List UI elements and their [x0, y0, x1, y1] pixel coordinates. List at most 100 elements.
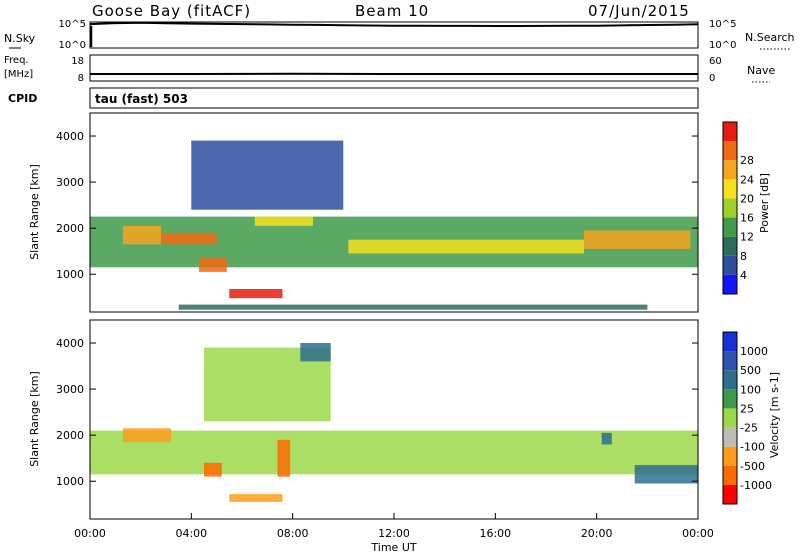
power-ytick-label: 2000	[56, 222, 84, 235]
velocity-colorbar-swatch	[723, 427, 737, 447]
nave-label: Nave	[747, 64, 775, 77]
time-axis: 00:00 04:00 08:00 12:00 16:00 20:00 00:00	[74, 513, 714, 540]
time-tick-label: 00:00	[74, 527, 106, 540]
velocity-ytick-label: 1000	[56, 475, 84, 488]
time-tick-label: 00:00	[682, 527, 714, 540]
power-heatmap	[90, 140, 698, 310]
velocity-colorbar-swatch	[723, 465, 737, 485]
power-region	[178, 304, 648, 310]
power-region	[198, 258, 227, 272]
power-panel-frame	[89, 112, 699, 313]
station-title: Goose Bay (fitACF)	[92, 2, 251, 20]
time-tick-label: 20:00	[581, 527, 613, 540]
power-colorbar-tick: 4	[740, 269, 747, 282]
velocity-ytick-label: 3000	[56, 383, 84, 396]
velocity-region	[229, 494, 283, 502]
time-axis-label: Time UT	[370, 541, 416, 554]
velocity-region	[300, 343, 331, 362]
velocity-ylabel: Slant Range [km]	[28, 371, 41, 467]
nsearch-label: N.Search	[745, 31, 795, 44]
time-tick-label: 12:00	[378, 527, 410, 540]
velocity-colorbar-swatch	[723, 370, 737, 390]
power-colorbar-swatch	[723, 198, 737, 218]
power-region	[229, 289, 283, 299]
time-tick-label: 16:00	[479, 527, 511, 540]
velocity-colorbar-tick: 100	[740, 383, 761, 396]
velocity-region	[90, 430, 698, 475]
power-colorbar-swatch	[723, 122, 737, 142]
nsky-series-line	[89, 21, 699, 27]
freq-unit: [MHz]	[4, 69, 33, 80]
cpid-value: tau (fast) 503	[95, 92, 188, 106]
velocity-colorbar-tick: 1000	[740, 345, 768, 358]
velocity-colorbar-tick: -100	[740, 441, 765, 454]
velocity-region	[277, 439, 291, 477]
power-colorbar-swatch	[723, 160, 737, 180]
power-yticks: 1000 2000 3000 4000	[56, 130, 698, 281]
nsky-panel-frame	[89, 21, 699, 49]
velocity-colorbar-label: Velocity [m s-1]	[768, 372, 781, 458]
power-colorbar-tick: 28	[740, 154, 754, 167]
power-ytick-label: 3000	[56, 176, 84, 189]
velocity-region	[601, 432, 612, 445]
power-colorbar-tick: 20	[740, 192, 754, 205]
velocity-colorbar-swatch	[723, 332, 737, 352]
freq-panel-frame	[89, 54, 699, 82]
power-colorbar-tick: 12	[740, 231, 754, 244]
beam-label: Beam 10	[355, 2, 429, 20]
power-colorbar-frame	[722, 121, 738, 295]
velocity-panel: 1000 2000 3000 4000 Slant Range [km] -1000 -…	[28, 319, 781, 520]
velocity-colorbar-swatch	[723, 446, 737, 466]
power-region	[160, 232, 217, 245]
power-colorbar-label: Power [dB]	[758, 173, 771, 233]
power-ytick-label: 1000	[56, 268, 84, 281]
power-colorbar-tick: 16	[740, 212, 754, 225]
nsky-label: N.Sky	[4, 32, 36, 45]
velocity-heatmap	[90, 343, 698, 502]
freq-tick-top: 18	[71, 56, 84, 67]
power-region	[122, 225, 161, 245]
freq-label: Freq.	[4, 55, 29, 66]
nsky-tick-bottom: 10^0	[59, 40, 86, 51]
nsearch-tick-top: 10^5	[709, 19, 736, 30]
power-colorbar-tick: 24	[740, 173, 754, 186]
velocity-colorbar-frame	[722, 331, 738, 505]
velocity-ytick-label: 4000	[56, 337, 84, 350]
power-colorbar-swatch	[723, 179, 737, 199]
time-tick-label: 08:00	[277, 527, 309, 540]
velocity-yticks: 1000 2000 3000 4000	[56, 337, 698, 488]
velocity-ytick-label: 2000	[56, 429, 84, 442]
time-tick-label: 04:00	[175, 527, 207, 540]
power-colorbar: 4 8 12 16 20 24 28	[722, 121, 754, 295]
velocity-colorbar-tick: 500	[740, 364, 761, 377]
power-colorbar-swatch	[723, 255, 737, 275]
velocity-region	[634, 465, 698, 484]
freq-tick-bottom: 8	[78, 73, 84, 84]
velocity-colorbar-swatch	[723, 408, 737, 428]
power-ylabel: Slant Range [km]	[28, 164, 41, 260]
power-region	[191, 140, 344, 210]
nsearch-tick-bottom: 10^0	[709, 40, 736, 51]
velocity-colorbar-swatch	[723, 351, 737, 371]
velocity-panel-frame	[89, 319, 699, 520]
velocity-colorbar-tick: -1000	[740, 479, 772, 492]
nsky-panel: N.Sky 10^5 10^0 10^5 10^0 N.Search	[4, 19, 795, 51]
velocity-colorbar-swatch	[723, 389, 737, 409]
velocity-colorbar-swatch	[723, 484, 737, 504]
power-colorbar-swatch	[723, 141, 737, 161]
velocity-colorbar: -1000 -500 -100 -25 25 100 500 1000	[722, 331, 772, 505]
nave-tick-top: 60	[709, 56, 722, 67]
power-ytick-label: 4000	[56, 130, 84, 143]
velocity-region	[204, 462, 222, 477]
power-region	[348, 239, 584, 254]
nsky-tick-top: 10^5	[59, 19, 86, 30]
nave-tick-bottom: 0	[709, 73, 715, 84]
power-colorbar-tick: 8	[740, 250, 747, 263]
power-region	[584, 230, 691, 249]
power-region	[254, 216, 313, 226]
velocity-region	[122, 428, 171, 443]
cpid-frame	[89, 87, 699, 109]
velocity-colorbar-tick: -500	[740, 460, 765, 473]
velocity-colorbar-tick: 25	[740, 402, 754, 415]
